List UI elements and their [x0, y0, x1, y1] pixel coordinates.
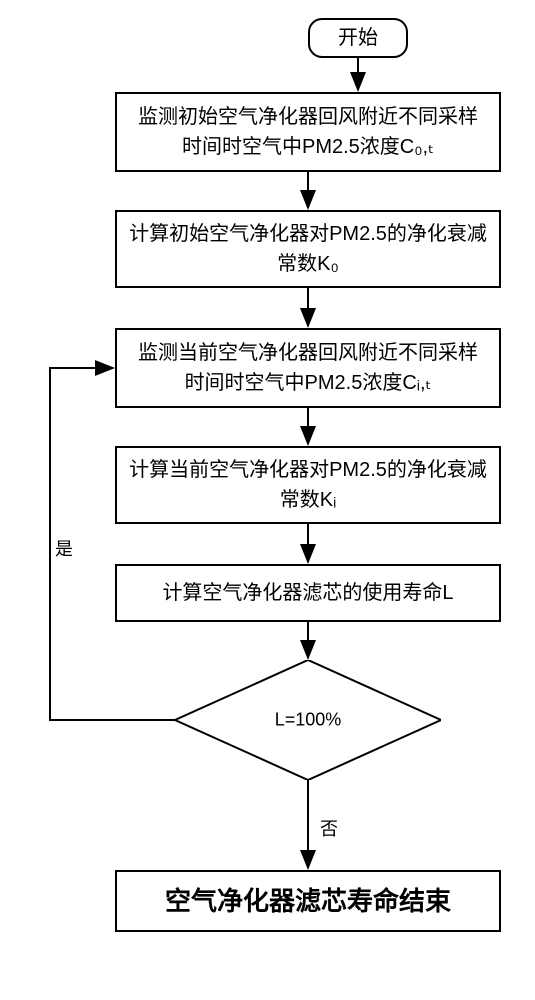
node-decision-label: L=100%	[275, 710, 342, 731]
node-calc-ki-label: 计算当前空气净化器对PM2.5的净化衰减常数Kᵢ	[129, 455, 487, 515]
flowchart-container: 开始 监测初始空气净化器回风附近不同采样时间时空气中PM2.5浓度C₀,ₜ 计算…	[0, 0, 535, 1000]
node-decision: L=100%	[175, 660, 441, 780]
node-calc-lifetime-label: 计算空气净化器滤芯的使用寿命L	[162, 578, 453, 608]
node-monitor-current: 监测当前空气净化器回风附近不同采样时间时空气中PM2.5浓度Cᵢ,ₜ	[115, 328, 501, 408]
node-start: 开始	[308, 18, 408, 58]
node-monitor-initial: 监测初始空气净化器回风附近不同采样时间时空气中PM2.5浓度C₀,ₜ	[115, 92, 501, 172]
node-end: 空气净化器滤芯寿命结束	[115, 870, 501, 932]
edge-label-no: 是	[55, 535, 73, 561]
node-monitor-current-label: 监测当前空气净化器回风附近不同采样时间时空气中PM2.5浓度Cᵢ,ₜ	[129, 338, 487, 398]
node-end-label: 空气净化器滤芯寿命结束	[165, 882, 451, 921]
node-calc-k0-label: 计算初始空气净化器对PM2.5的净化衰减常数K₀	[129, 219, 487, 279]
node-monitor-initial-label: 监测初始空气净化器回风附近不同采样时间时空气中PM2.5浓度C₀,ₜ	[129, 102, 487, 162]
node-calc-ki: 计算当前空气净化器对PM2.5的净化衰减常数Kᵢ	[115, 446, 501, 524]
node-calc-lifetime: 计算空气净化器滤芯的使用寿命L	[115, 564, 501, 622]
node-calc-k0: 计算初始空气净化器对PM2.5的净化衰减常数K₀	[115, 210, 501, 288]
node-start-label: 开始	[338, 23, 378, 53]
edge-label-yes: 否	[320, 815, 338, 841]
